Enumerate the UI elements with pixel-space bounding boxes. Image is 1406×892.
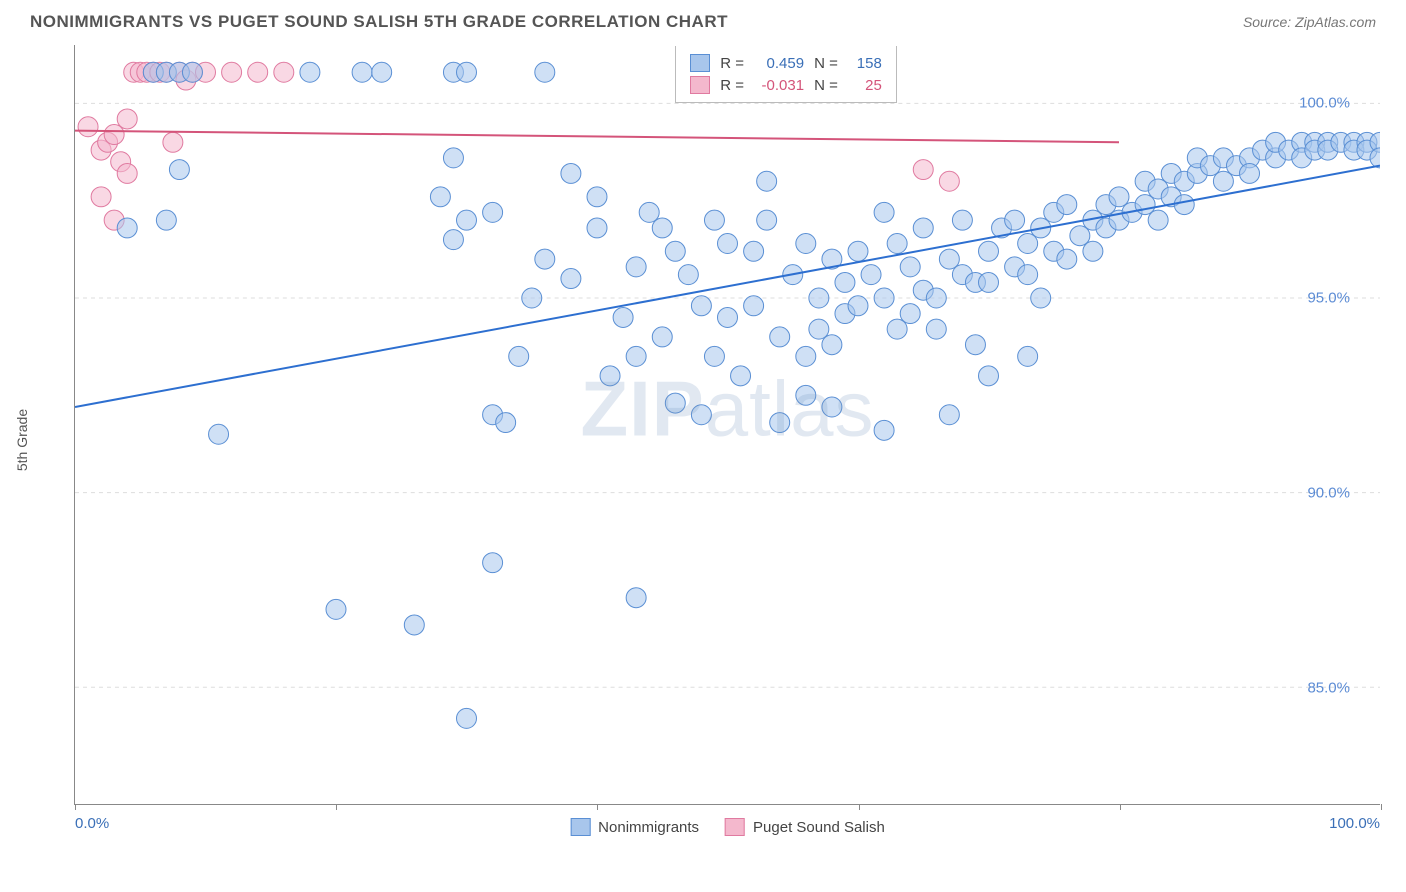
stat-n-label: N = (814, 77, 838, 94)
x-axis-min-label: 0.0% (75, 815, 109, 832)
legend-label-blue: Nonimmigrants (598, 819, 699, 836)
y-axis-label: 5th Grade (14, 409, 30, 471)
x-tick-mark (1381, 804, 1382, 810)
scatter-svg (75, 45, 1380, 804)
swatch-blue (690, 54, 710, 72)
x-tick-mark (597, 804, 598, 810)
stat-r-label: R = (720, 55, 744, 72)
legend-label-pink: Puget Sound Salish (753, 819, 885, 836)
chart-container: 5th Grade ZIPatlas R = 0.459 N = 158 R =… (50, 45, 1380, 835)
stat-n-pink: 25 (848, 77, 882, 94)
stat-r-blue: 0.459 (754, 55, 804, 72)
plot-area: ZIPatlas R = 0.459 N = 158 R = -0.031 N … (74, 45, 1380, 805)
stat-n-label: N = (814, 55, 838, 72)
x-tick-mark (1120, 804, 1121, 810)
correlation-stats-box: R = 0.459 N = 158 R = -0.031 N = 25 (675, 46, 897, 103)
stat-n-blue: 158 (848, 55, 882, 72)
x-tick-mark (75, 804, 76, 810)
source-attribution: Source: ZipAtlas.com (1243, 14, 1376, 30)
legend-item-salish: Puget Sound Salish (725, 818, 885, 836)
x-tick-mark (859, 804, 860, 810)
stats-row-nonimmigrants: R = 0.459 N = 158 (690, 52, 882, 74)
legend-swatch-pink (725, 818, 745, 836)
chart-title: NONIMMIGRANTS VS PUGET SOUND SALISH 5TH … (30, 12, 728, 32)
legend-item-nonimmigrants: Nonimmigrants (570, 818, 699, 836)
y-tick-label: 95.0% (1307, 290, 1350, 307)
chart-header: NONIMMIGRANTS VS PUGET SOUND SALISH 5TH … (0, 0, 1406, 40)
x-axis-max-label: 100.0% (1329, 815, 1380, 832)
y-tick-label: 100.0% (1299, 95, 1350, 112)
stat-r-pink: -0.031 (754, 77, 804, 94)
legend-swatch-blue (570, 818, 590, 836)
x-tick-mark (336, 804, 337, 810)
y-tick-label: 85.0% (1307, 680, 1350, 697)
stats-row-salish: R = -0.031 N = 25 (690, 74, 882, 96)
swatch-pink (690, 76, 710, 94)
y-tick-label: 90.0% (1307, 485, 1350, 502)
stat-r-label: R = (720, 77, 744, 94)
legend: Nonimmigrants Puget Sound Salish (570, 818, 885, 836)
